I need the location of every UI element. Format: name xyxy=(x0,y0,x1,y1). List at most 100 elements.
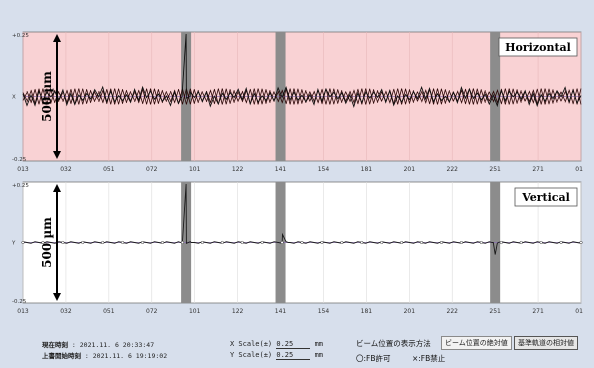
bpm-marker xyxy=(499,240,503,245)
fb-allowed-legend: 〇:FB許可 xyxy=(356,354,391,363)
trace-hatch xyxy=(90,91,96,102)
trace-hatch xyxy=(445,90,450,103)
scale-label: 500 µm xyxy=(40,217,54,268)
x-tick-label: 181 xyxy=(361,308,373,315)
x-tick-label: 201 xyxy=(404,308,416,315)
trace-hatch xyxy=(158,89,163,104)
trace-hatch xyxy=(253,88,259,105)
bpm-marker xyxy=(41,240,45,245)
trace-hatch xyxy=(142,88,147,105)
trace-hatch xyxy=(309,92,315,101)
x-tick-label: 013 xyxy=(17,166,29,173)
trace-hatch xyxy=(70,88,76,105)
y-scale-input[interactable]: 0.25 xyxy=(276,351,311,360)
fb-forbidden-legend: ×:FB禁止 xyxy=(412,354,446,363)
y-tick-label: -0.25 xyxy=(12,157,27,163)
absolute-value-button[interactable]: ビーム位置の絶対値 xyxy=(441,336,512,350)
x-tick-label: 154 xyxy=(318,308,330,315)
bpm-marker xyxy=(240,240,244,245)
x-tick-label: 101 xyxy=(189,166,201,173)
trace-hatch xyxy=(484,91,490,102)
trace-hatch xyxy=(353,89,359,104)
y-tick-label: Y xyxy=(11,241,16,247)
x-scale-input[interactable]: 0.25 xyxy=(276,340,311,349)
x-tick-label: 154 xyxy=(318,166,330,173)
bpm-marker xyxy=(380,240,384,245)
trace-hatch xyxy=(213,88,219,105)
chart-label: Horizontal xyxy=(505,41,571,54)
x-tick-label: 012 xyxy=(575,308,583,315)
x-tick-label: 032 xyxy=(60,308,72,315)
trace-hatch xyxy=(401,88,407,105)
trace-hatch xyxy=(536,88,542,105)
trace-hatch xyxy=(285,88,291,105)
trace-hatch xyxy=(377,91,383,102)
trace-hatch xyxy=(30,89,36,104)
scale-label: 500 µm xyxy=(40,71,54,122)
trace-hatch xyxy=(345,92,351,101)
trace-hatch xyxy=(564,90,570,103)
trace-hatch xyxy=(122,89,128,104)
x-tick-label: 222 xyxy=(447,166,459,173)
bpm-marker xyxy=(559,240,563,245)
trace-hatch xyxy=(126,91,131,102)
trace-hatch xyxy=(209,89,215,104)
x-tick-label: 271 xyxy=(532,308,544,315)
bpm-marker xyxy=(400,240,404,245)
bpm-marker xyxy=(61,240,65,245)
trace-hatch xyxy=(22,92,28,101)
current-time-label: 現在時刻 xyxy=(42,341,68,349)
trace-hatch xyxy=(373,90,379,103)
chart-label-box xyxy=(514,187,578,207)
y-scale-row: Y Scale(±) 0.25 mm xyxy=(230,351,323,360)
trace-hatch xyxy=(233,91,239,102)
trace-hatch xyxy=(277,90,283,103)
trace-hatch xyxy=(393,88,399,105)
x-tick-label: 141 xyxy=(275,166,287,173)
bpm-marker xyxy=(300,240,304,245)
bpm-marker xyxy=(320,240,324,245)
trace-hatch xyxy=(186,88,191,105)
horizontal-chart-panel: +0.25 X -0.25 013 032 051 072 101 122 141 154 181 20… xyxy=(11,30,583,175)
x-tick-label: 122 xyxy=(232,166,244,173)
x-scale-row: X Scale(±) 0.25 mm xyxy=(230,340,323,349)
vertical-chart: +0.25 Y -0.25 013 032 051 072 101 122 141 154 181 20… xyxy=(11,181,583,315)
vertical-chart-panel: +0.25 Y -0.25 013 032 051 072 101 122 141 154 181 20… xyxy=(11,180,583,317)
trace-hatch xyxy=(413,91,418,102)
x-tick-label: 181 xyxy=(361,166,373,173)
trace-hatch xyxy=(138,89,143,104)
y-tick-label: -0.25 xyxy=(12,299,27,305)
current-time-value: : 2021.11. 6 20:33:47 xyxy=(71,341,155,349)
y-scale-unit: mm xyxy=(314,351,324,359)
bpm-marker xyxy=(260,240,264,245)
bpm-marker xyxy=(121,240,125,245)
relative-value-button[interactable]: 基準軌道の相対値 xyxy=(514,336,578,350)
trace-hatch xyxy=(182,88,187,105)
x-tick-label: 072 xyxy=(146,166,158,173)
trace-hatch xyxy=(297,89,303,104)
bpm-marker xyxy=(21,240,25,245)
trace-hatch xyxy=(241,90,247,103)
trace-hatch xyxy=(134,90,139,103)
trace-hatch xyxy=(325,88,331,105)
bpm-marker xyxy=(200,240,204,245)
x-tick-label: 251 xyxy=(489,308,501,315)
write-time-value: : 2021.11. 6 19:19:02 xyxy=(84,352,168,360)
scale-arrow-head xyxy=(53,184,61,192)
bpm-marker xyxy=(340,240,344,245)
x-tick-label: 032 xyxy=(60,166,72,173)
trace-hatch xyxy=(365,88,371,105)
trace-hatch xyxy=(528,90,534,103)
trace-hatch xyxy=(118,88,124,105)
y-tick-label: +0.25 xyxy=(12,183,29,189)
trace-hatch xyxy=(333,89,339,104)
scale-arrow-head xyxy=(53,293,61,301)
x-tick-label: 122 xyxy=(232,308,244,315)
trace-hatch xyxy=(229,89,235,104)
x-scale-label: X Scale(±) xyxy=(230,340,273,348)
bpm-marker xyxy=(101,240,105,245)
trace-hatch xyxy=(469,88,474,105)
trace-hatch xyxy=(520,91,526,102)
y-tick-label: X xyxy=(12,95,16,101)
trace-hatch xyxy=(102,89,108,104)
